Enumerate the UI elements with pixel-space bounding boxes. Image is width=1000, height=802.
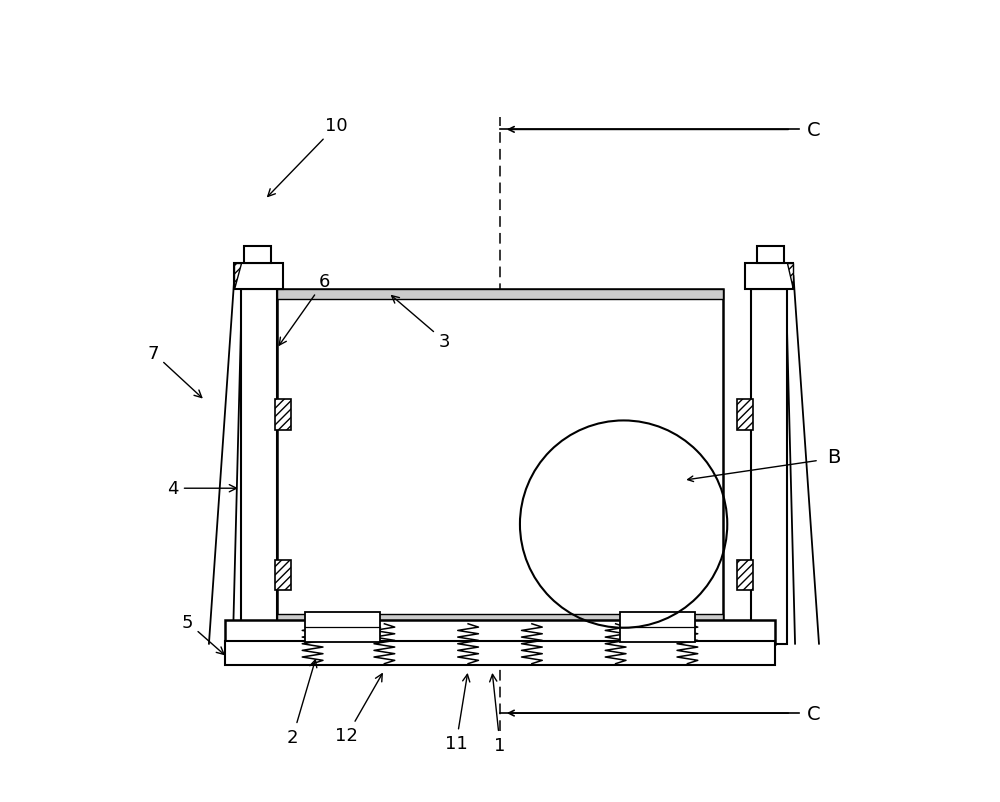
Text: 7: 7 [147,344,202,398]
Bar [277,614,723,625]
Bar [737,399,753,430]
Bar [244,246,271,264]
Bar [275,399,291,430]
Bar [737,561,753,590]
Text: 6: 6 [279,273,330,346]
Bar [751,290,787,644]
Text: C: C [807,703,821,723]
Polygon shape [234,264,241,290]
Text: 4: 4 [167,480,237,497]
Bar [241,290,277,644]
Bar [234,264,283,290]
Bar [225,620,775,644]
Bar [277,290,723,300]
Bar [277,290,723,624]
Bar [745,264,793,290]
Text: 5: 5 [182,614,224,654]
Text: 3: 3 [392,296,450,350]
Text: 10: 10 [268,117,348,197]
Bar [275,561,291,590]
Text: 11: 11 [445,674,470,752]
Bar [225,642,775,666]
Bar [757,246,784,264]
Polygon shape [787,264,793,290]
Text: C: C [807,121,821,140]
Text: 2: 2 [287,660,317,746]
Bar [620,612,695,642]
Text: B: B [827,448,840,466]
Bar [305,612,380,642]
Text: 12: 12 [335,674,382,744]
Text: 1: 1 [490,674,506,754]
